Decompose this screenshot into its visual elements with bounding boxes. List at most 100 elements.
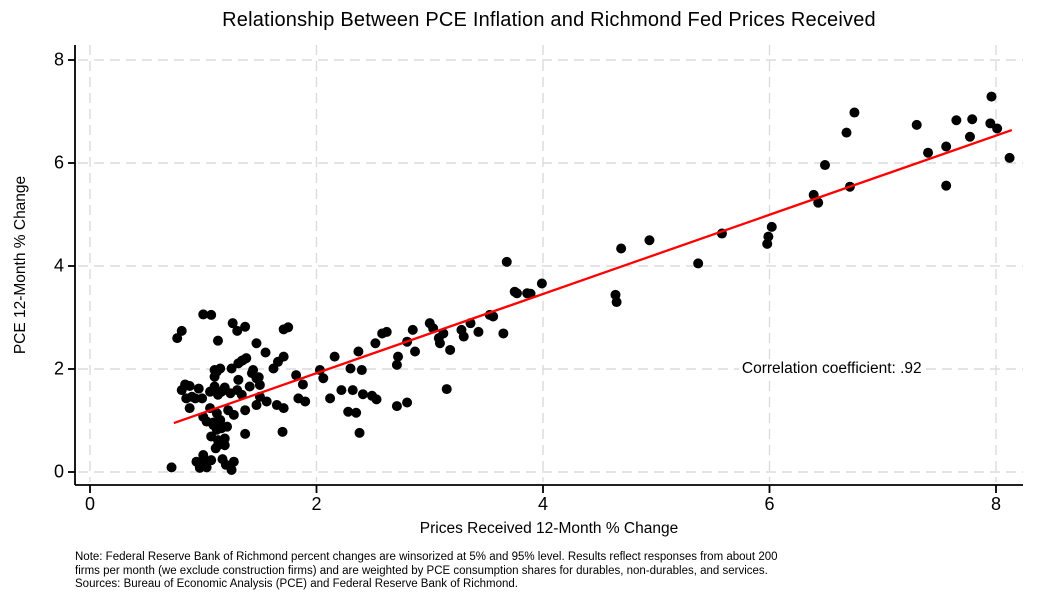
data-point: [300, 396, 311, 407]
data-point: [233, 374, 244, 385]
data-point: [343, 406, 354, 417]
data-point: [501, 256, 512, 267]
data-point: [226, 464, 237, 475]
data-point: [498, 328, 509, 339]
data-point: [232, 385, 243, 396]
data-point: [291, 370, 302, 381]
data-point: [227, 318, 238, 329]
data-point: [849, 107, 860, 118]
x-axis-title: Prices Received 12-Month % Change: [419, 520, 679, 537]
data-point: [345, 363, 356, 374]
data-point: [253, 372, 264, 383]
data-point: [951, 115, 962, 126]
data-point: [248, 365, 259, 376]
data-point: [241, 353, 252, 364]
data-point: [283, 322, 294, 333]
data-point: [381, 326, 392, 337]
data-point: [176, 325, 187, 336]
data-point: [766, 221, 777, 232]
data-point: [923, 147, 934, 158]
y-tick-label: 6: [53, 152, 64, 173]
data-point: [197, 393, 208, 404]
y-tick-label: 0: [53, 461, 64, 482]
data-point: [336, 385, 347, 396]
data-point: [184, 403, 195, 414]
data-point: [277, 426, 288, 437]
data-point: [813, 197, 824, 208]
data-point: [438, 328, 449, 339]
data-point: [228, 409, 239, 420]
data-point: [193, 383, 204, 394]
chart-notes: Note: Federal Reserve Bank of Richmond p…: [75, 551, 778, 592]
data-point: [166, 462, 177, 473]
data-point: [445, 344, 456, 355]
data-point: [819, 160, 830, 171]
data-point: [172, 333, 183, 344]
data-point: [251, 338, 262, 349]
data-point: [473, 326, 484, 337]
data-point: [215, 363, 226, 374]
data-point: [325, 393, 336, 404]
x-tick-label: 4: [537, 494, 549, 514]
data-point: [206, 309, 217, 320]
chart-title: Relationship Between PCE Inflation and R…: [222, 9, 876, 31]
data-point: [402, 397, 413, 408]
y-tick-label: 4: [53, 255, 64, 276]
data-point: [407, 324, 418, 335]
data-point: [763, 231, 774, 242]
data-point: [410, 346, 421, 357]
data-point: [261, 396, 272, 407]
x-tick-label: 6: [764, 494, 775, 514]
data-point: [351, 407, 362, 418]
data-point: [992, 123, 1003, 134]
y-tick-label: 2: [53, 358, 64, 379]
data-point: [391, 359, 402, 370]
correlation-annotation: Correlation coefficient: .92: [738, 360, 925, 378]
data-point: [841, 127, 852, 138]
data-point: [511, 288, 522, 299]
data-point: [226, 363, 237, 374]
data-point: [616, 243, 627, 254]
data-point: [232, 325, 243, 336]
data-point: [941, 141, 952, 152]
data-point: [693, 258, 704, 269]
data-point: [209, 381, 220, 392]
y-tick-label: 8: [53, 49, 64, 70]
data-point: [488, 311, 499, 322]
data-point: [986, 91, 997, 102]
note-line: Sources: Bureau of Economic Analysis (PC…: [75, 578, 518, 591]
x-tick-label: 8: [990, 494, 1002, 514]
data-point: [393, 351, 404, 362]
data-point: [370, 338, 381, 349]
data-point: [357, 389, 368, 400]
data-point: [347, 385, 358, 396]
data-point: [219, 433, 230, 444]
trend-line: [173, 128, 1013, 425]
data-point: [278, 403, 289, 414]
data-point: [251, 400, 262, 411]
data-point: [222, 421, 233, 432]
data-point: [278, 351, 289, 362]
data-point: [297, 379, 308, 390]
data-point: [911, 119, 922, 130]
data-point: [536, 278, 547, 289]
data-point: [215, 414, 226, 425]
data-point: [212, 335, 223, 346]
data-point: [356, 365, 367, 376]
data-point: [371, 394, 382, 405]
data-point: [260, 347, 271, 358]
data-point: [228, 456, 239, 467]
data-point: [240, 405, 251, 416]
data-point: [391, 401, 402, 412]
data-point: [329, 351, 340, 362]
data-point: [240, 428, 251, 439]
data-point: [353, 346, 364, 357]
data-point: [985, 118, 996, 129]
data-point: [206, 455, 217, 466]
data-point: [1004, 152, 1015, 163]
data-point: [964, 131, 975, 142]
data-point: [219, 382, 230, 393]
note-line: firms per month (we exclude construction…: [75, 564, 768, 577]
x-tick-label: 0: [84, 494, 96, 514]
